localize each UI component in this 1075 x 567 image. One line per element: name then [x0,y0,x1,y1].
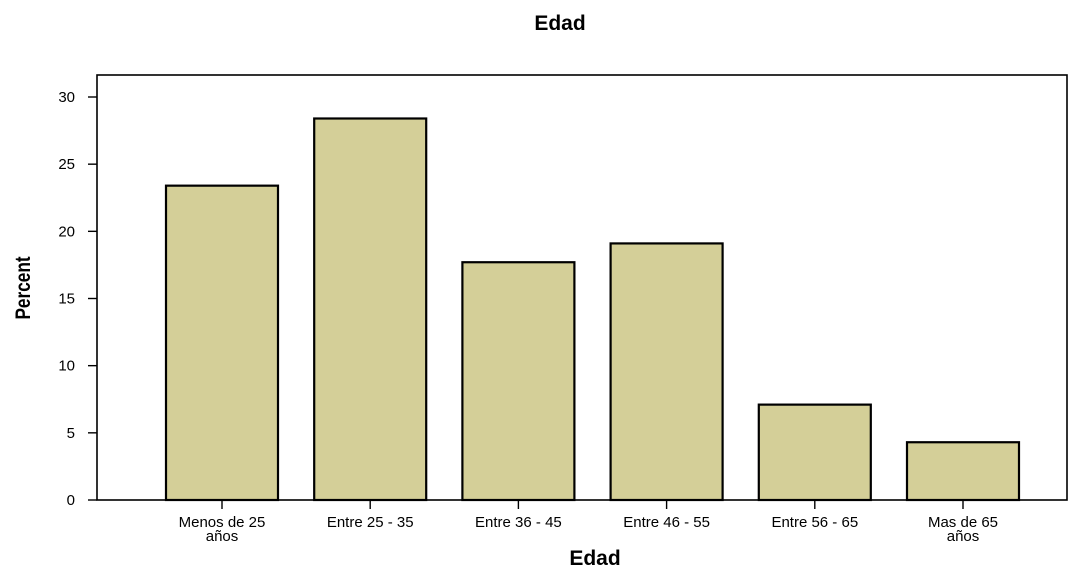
y-axis-title: Percent [13,256,36,320]
x-tick-label: Entre 46 - 55 [623,514,710,531]
y-tick-label: 30 [58,89,75,106]
y-tick-label: 5 [67,425,75,442]
x-tick-label: Entre 25 - 35 [327,514,414,531]
bar [164,184,280,502]
bar [905,441,1021,502]
y-tick-label: 0 [67,492,75,509]
x-tick-label: años [206,528,239,545]
x-tick-label: Entre 56 - 65 [771,514,858,531]
bar [609,242,724,502]
bar [313,117,428,502]
x-axis-title: Edad [569,547,620,567]
y-tick-label: 10 [58,358,75,375]
y-tick-label: 25 [58,156,75,173]
y-tick-label: 15 [58,291,75,308]
bar [461,261,576,502]
chart-title: Edad [534,12,585,35]
bar [757,403,872,502]
x-tick-label: Mas de 65 [928,514,998,531]
x-tick-label: años [947,528,980,545]
x-tick-label: Menos de 25 [179,514,266,531]
plot-area [96,74,1068,501]
bars [164,117,1021,502]
plot-frame [96,74,1068,501]
y-axis: 0 5 10 15 20 25 30 [58,89,97,509]
x-tick-label: Entre 36 - 45 [475,514,562,531]
y-tick-label: 20 [58,223,75,240]
